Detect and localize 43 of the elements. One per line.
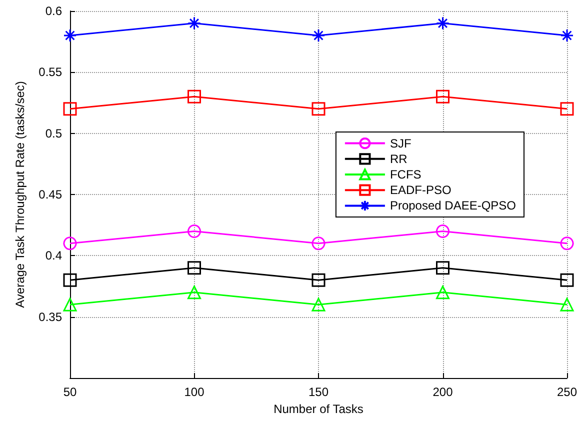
point	[436, 90, 450, 104]
point	[188, 90, 201, 104]
point	[312, 28, 326, 42]
point	[188, 286, 201, 300]
point	[188, 16, 201, 30]
point	[436, 286, 450, 300]
point	[63, 273, 77, 287]
x-tick-label: 150	[308, 385, 329, 399]
point	[560, 102, 574, 116]
legend-label: RR	[390, 152, 408, 166]
y-tick-label: 0.55	[38, 65, 62, 80]
point	[188, 261, 201, 275]
point	[312, 298, 326, 312]
point	[63, 298, 77, 312]
legend-label: EADF-PSO	[390, 183, 452, 198]
point	[188, 224, 201, 238]
y-axis-title: Average Task Throughput Rate (tasks/sec)	[13, 81, 27, 308]
x-axis-title: Number of Tasks	[274, 402, 364, 416]
legend-label: SJF	[390, 136, 412, 150]
legend-label: Proposed DAEE-QPSO	[390, 198, 516, 213]
x-tick-label: 100	[184, 385, 205, 399]
y-tick-label: 0.35	[38, 310, 62, 324]
point	[312, 273, 326, 287]
legend-label: FCFS	[390, 168, 422, 182]
point	[560, 236, 574, 250]
point	[560, 273, 574, 287]
point	[436, 16, 450, 30]
point	[436, 261, 450, 275]
x-tick-label: 50	[63, 385, 77, 399]
point	[312, 236, 326, 250]
point	[312, 102, 326, 116]
point	[436, 224, 450, 238]
x-tick-label: 200	[432, 385, 454, 399]
point	[63, 236, 77, 250]
point	[560, 28, 574, 42]
point	[560, 298, 574, 312]
y-tick-label: 0.45	[38, 188, 62, 202]
point	[63, 28, 77, 42]
x-tick-label: 250	[556, 385, 578, 399]
point	[63, 102, 77, 116]
y-tick-label: 0.6	[45, 4, 62, 18]
y-tick-label: 0.5	[45, 126, 62, 140]
y-tick-label: 0.4	[45, 248, 62, 263]
